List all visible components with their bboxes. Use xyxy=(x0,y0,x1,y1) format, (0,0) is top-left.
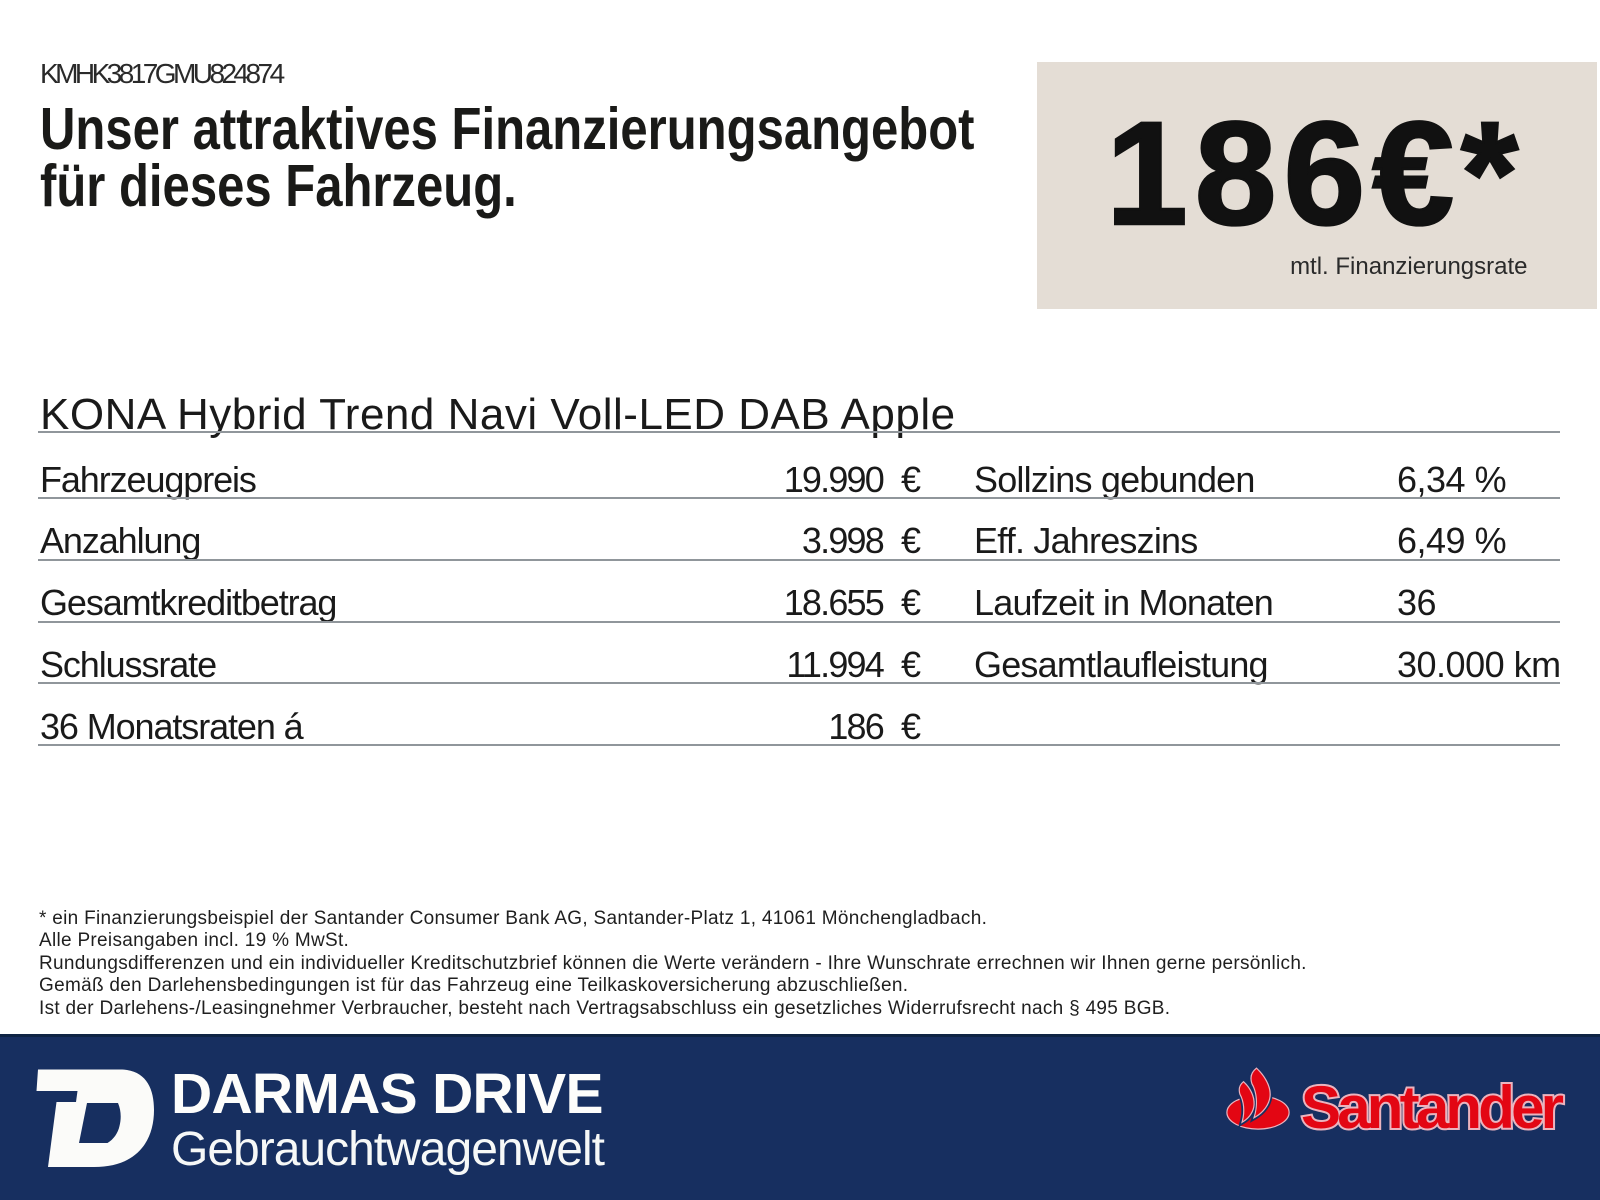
svg-text:Santander: Santander xyxy=(1301,1074,1564,1141)
